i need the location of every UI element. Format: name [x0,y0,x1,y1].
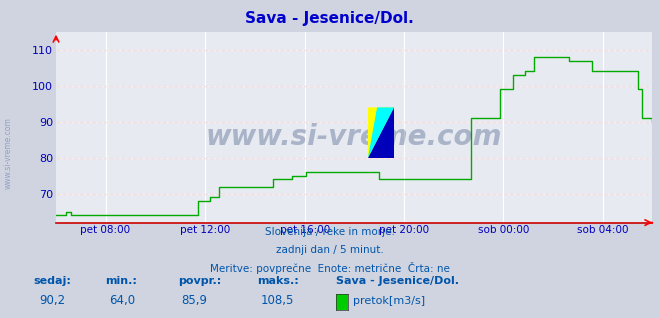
Text: 108,5: 108,5 [260,294,294,307]
Text: www.si-vreme.com: www.si-vreme.com [3,117,13,189]
Text: sedaj:: sedaj: [33,276,71,287]
Text: Slovenija / reke in morje.: Slovenija / reke in morje. [264,227,395,237]
Polygon shape [368,107,394,158]
Text: zadnji dan / 5 minut.: zadnji dan / 5 minut. [275,245,384,255]
Text: 64,0: 64,0 [109,294,135,307]
Polygon shape [368,107,394,158]
Text: min.:: min.: [105,276,137,287]
Text: povpr.:: povpr.: [178,276,221,287]
Text: 90,2: 90,2 [40,294,66,307]
Text: Sava - Jesenice/Dol.: Sava - Jesenice/Dol. [245,11,414,26]
Text: pretok[m3/s]: pretok[m3/s] [353,295,424,306]
Text: 85,9: 85,9 [181,294,207,307]
Text: www.si-vreme.com: www.si-vreme.com [206,123,502,151]
Text: Sava - Jesenice/Dol.: Sava - Jesenice/Dol. [336,276,459,287]
Text: Meritve: povprečne  Enote: metrične  Črta: ne: Meritve: povprečne Enote: metrične Črta:… [210,262,449,274]
Polygon shape [368,107,394,158]
Text: maks.:: maks.: [257,276,299,287]
